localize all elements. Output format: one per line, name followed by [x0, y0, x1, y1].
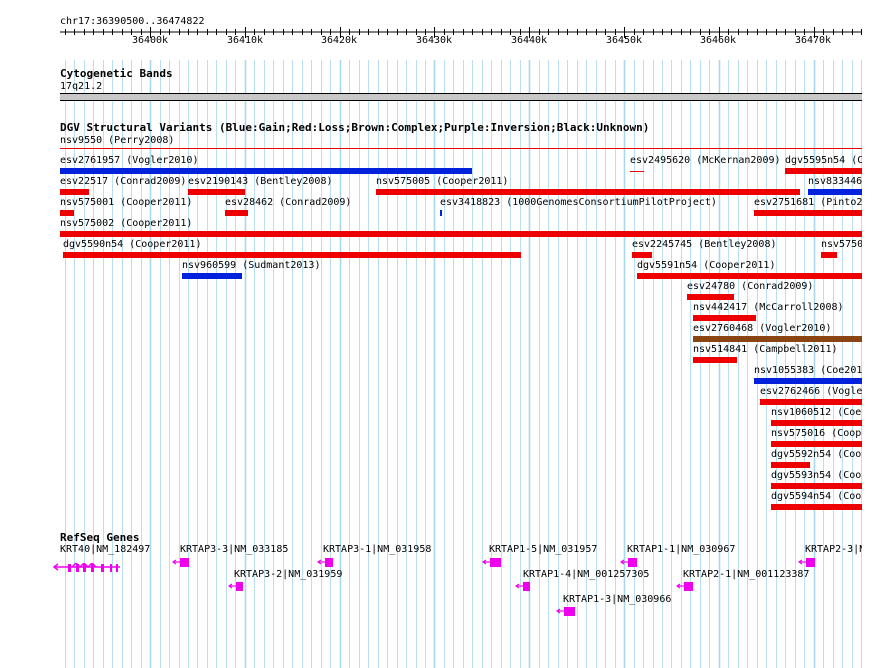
dgv-header-item-label[interactable]: nsv9550 (Perry2008) [60, 135, 175, 146]
dgv-variant-label[interactable]: esv3418823 (1000GenomesConsortiumPilotPr… [440, 197, 717, 208]
ruler-tick-label: 36410k [226, 35, 264, 46]
dgv-variant-bar-loss[interactable] [771, 441, 862, 447]
dgv-variant-label[interactable]: nsv833446 (Wong2012) [808, 176, 862, 187]
dgv-variant-bar-loss[interactable] [771, 504, 862, 510]
ruler-tick-label: 36450k [605, 35, 643, 46]
dgv-variant-bar-loss[interactable] [693, 315, 756, 321]
dgv-variant-label[interactable]: esv22517 (Conrad2009) [60, 176, 187, 187]
refseq-gene-glyph[interactable] [676, 581, 766, 595]
dgv-variant-bar-loss[interactable] [376, 189, 800, 195]
refseq-track-title[interactable]: RefSeq Genes [60, 531, 140, 544]
refseq-gene-label[interactable]: KRTAP1-5|NM_031957 [489, 544, 598, 555]
dgv-variant-bar-loss[interactable] [771, 420, 862, 426]
dgv-variant-bar-complex[interactable] [693, 336, 862, 342]
dgv-variant-bar-gain[interactable] [182, 273, 242, 279]
dgv-variant-bar-loss[interactable] [60, 231, 862, 237]
dgv-variant-label[interactable]: nsv514841 (Campbell2011) [693, 344, 838, 355]
dgv-variant-label[interactable]: dgv5591n54 (Cooper2011) [637, 260, 776, 271]
dgv-variant-label[interactable]: dgv5592n54 (Cooper2011) [771, 449, 862, 460]
dgv-variant-label[interactable]: nsv1055383 (Coe2014) [754, 365, 862, 376]
dgv-variant-bar-loss[interactable] [225, 210, 248, 216]
ruler [60, 27, 862, 38]
dgv-variant-label[interactable]: esv24780 (Conrad2009) [687, 281, 814, 292]
refseq-gene-glyph[interactable] [317, 557, 407, 571]
refseq-gene-label[interactable]: KRTAP2-1|NM_001123387 [683, 569, 810, 580]
dgv-variant-bar-loss[interactable] [60, 189, 89, 195]
refseq-gene-label[interactable]: KRTAP3-1|NM_031958 [323, 544, 432, 555]
dgv-variant-bar-loss[interactable] [60, 210, 74, 216]
dgv-variant-bar-loss[interactable] [771, 483, 862, 489]
refseq-gene-label[interactable]: KRTAP1-1|NM_030967 [627, 544, 736, 555]
dgv-variant-label[interactable]: esv2751681 (Pinto2007) [754, 197, 862, 208]
dgv-variant-bar-loss[interactable] [771, 462, 810, 468]
dgv-variant-label[interactable]: dgv5590n54 (Cooper2011) [63, 239, 202, 250]
dgv-variant-label[interactable]: nsv575025 (Cooper2011) [821, 239, 862, 250]
dgv-variant-bar-loss[interactable] [630, 171, 644, 172]
dgv-variant-label[interactable]: dgv5595n54 (Cooper2011) [785, 155, 862, 166]
dgv-variant-label[interactable]: esv2760468 (Vogler2010) [693, 323, 832, 334]
refseq-gene-label[interactable]: KRTAP3-3|NM_033185 [180, 544, 289, 555]
cyto-band-label[interactable]: 17q21.2 [60, 81, 103, 92]
refseq-gene-glyph[interactable] [482, 557, 572, 571]
dgv-track-title[interactable]: DGV Structural Variants (Blue:Gain;Red:L… [60, 121, 650, 134]
dgv-variant-label[interactable]: nsv575005 (Cooper2011) [376, 176, 509, 187]
dgv-variant-label[interactable]: nsv575016 (Cooper2011) [771, 428, 862, 439]
dgv-header-item-line[interactable] [60, 148, 862, 149]
refseq-gene-label[interactable]: KRTAP1-3|NM_030966 [563, 594, 672, 605]
dgv-variant-bar-loss[interactable] [687, 294, 734, 300]
dgv-variant-label[interactable]: esv2761957 (Vogler2010) [60, 155, 199, 166]
dgv-variant-label[interactable]: esv28462 (Conrad2009) [225, 197, 352, 208]
dgv-variant-bar-loss[interactable] [754, 210, 862, 216]
ruler-tick-label: 36460k [699, 35, 737, 46]
ruler-tick-label: 36470k [794, 35, 832, 46]
dgv-variant-bar-loss[interactable] [821, 252, 837, 258]
dgv-variant-label[interactable]: nsv442417 (McCarroll2008) [693, 302, 844, 313]
refseq-gene-glyph[interactable] [798, 557, 888, 571]
dgv-variant-label[interactable]: esv2495620 (McKernan2009) [630, 155, 781, 166]
dgv-variant-bar-loss[interactable] [632, 252, 652, 258]
cyto-band[interactable] [60, 93, 862, 101]
refseq-gene-label[interactable]: KRTAP3-2|NM_031959 [234, 569, 343, 580]
refseq-gene-label[interactable]: KRT40|NM_182497 [60, 544, 151, 555]
region-label: chr17:36390500..36474822 [60, 16, 205, 27]
ruler-tick-label: 36440k [510, 35, 548, 46]
dgv-variant-label[interactable]: dgv5593n54 (Cooper2011) [771, 470, 862, 481]
dgv-variant-bar-gain[interactable] [440, 210, 442, 216]
ruler-tick-label: 36430k [415, 35, 453, 46]
dgv-variant-label[interactable]: esv2245745 (Bentley2008) [632, 239, 777, 250]
ruler-tick-label: 36420k [320, 35, 358, 46]
dgv-variant-label[interactable]: nsv1060512 (Coe2014) [771, 407, 862, 418]
dgv-variant-bar-gain[interactable] [754, 378, 862, 384]
dgv-variant-label[interactable]: nsv575001 (Cooper2011) [60, 197, 193, 208]
refseq-gene-glyph[interactable] [556, 606, 646, 620]
dgv-variant-label[interactable]: esv2190143 (Bentley2008) [188, 176, 333, 187]
refseq-gene-label[interactable]: KRTAP1-4|NM_001257305 [523, 569, 650, 580]
cyto-track-title[interactable]: Cytogenetic Bands [60, 67, 173, 80]
dgv-variant-bar-loss[interactable] [693, 357, 737, 363]
refseq-gene-glyph[interactable] [172, 557, 262, 571]
ruler-tick-label: 36400k [131, 35, 169, 46]
dgv-variant-bar-gain[interactable] [808, 189, 862, 195]
dgv-variant-bar-loss[interactable] [188, 189, 245, 195]
dgv-variant-label[interactable]: dgv5594n54 (Cooper2011) [771, 491, 862, 502]
dgv-variant-bar-loss[interactable] [785, 168, 862, 174]
dgv-variant-bar-loss[interactable] [760, 399, 862, 405]
dgv-variant-label[interactable]: esv2762466 (Vogler2010) [760, 386, 862, 397]
refseq-gene-label[interactable]: KRTAP2-3|NM_001165252 [805, 544, 862, 555]
dgv-variant-bar-loss[interactable] [637, 273, 862, 279]
refseq-gene-glyph[interactable] [515, 581, 605, 595]
dgv-variant-label[interactable]: nsv575002 (Cooper2011) [60, 218, 193, 229]
dgv-variant-bar-gain[interactable] [60, 168, 472, 174]
refseq-gene-glyph[interactable] [52, 563, 142, 577]
dgv-variant-bar-loss[interactable] [63, 252, 521, 258]
dgv-variant-label[interactable]: nsv960599 (Sudmant2013) [182, 260, 321, 271]
refseq-gene-glyph[interactable] [620, 557, 710, 571]
refseq-gene-glyph[interactable] [228, 581, 318, 595]
